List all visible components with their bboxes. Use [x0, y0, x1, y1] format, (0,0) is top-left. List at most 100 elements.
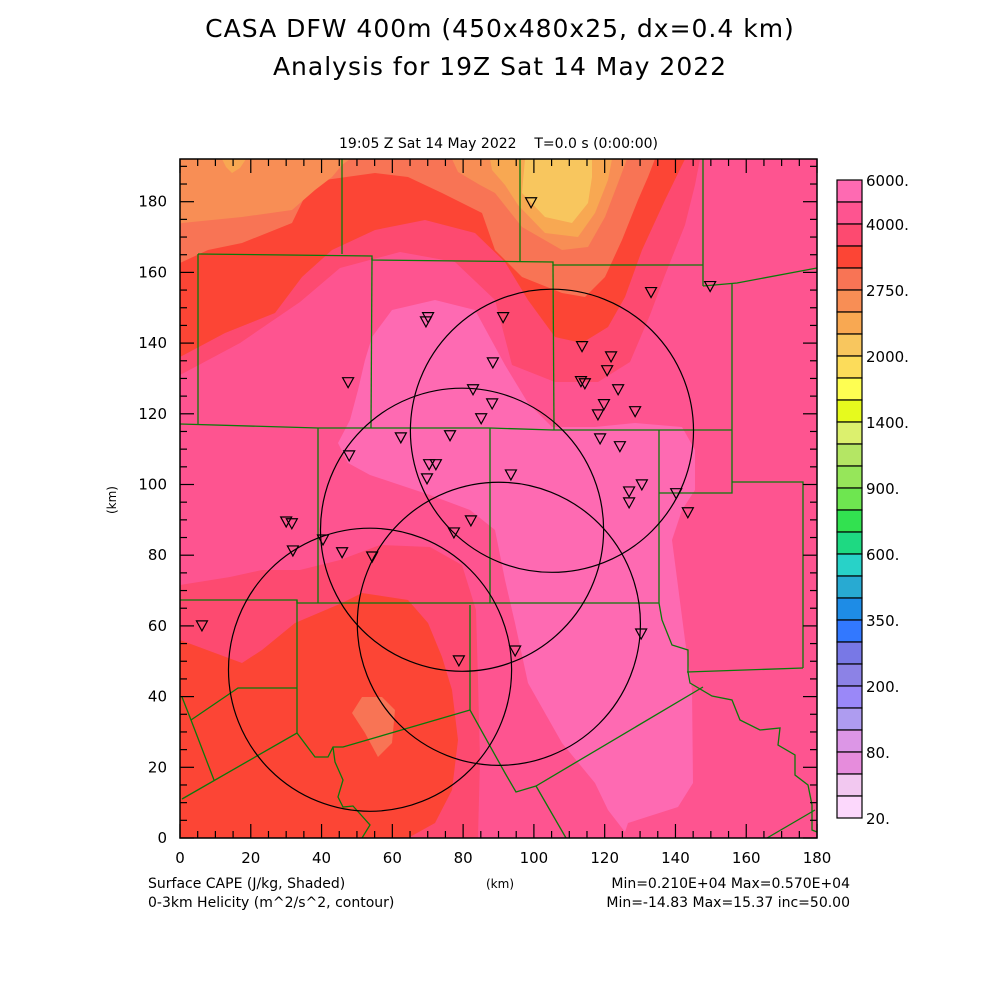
- colorbar-label: 6000.: [866, 172, 909, 190]
- y-tick-label: 120: [138, 405, 167, 423]
- colorbar-swatch: [836, 179, 863, 203]
- county-boundaries: [180, 159, 817, 838]
- county-line: [332, 746, 371, 838]
- colorbar-swatch: [836, 311, 863, 335]
- colorbar-swatch: [836, 619, 863, 643]
- contour-field-label: 0-3km Helicity (m^2/s^2, contour): [148, 895, 395, 911]
- station-marker-icon: [597, 399, 611, 411]
- x-axis-label: (km): [486, 877, 515, 891]
- colorbar-swatch: [836, 289, 863, 313]
- station-marker-icon: [195, 620, 209, 633]
- colorbar-label: 1400.: [866, 414, 909, 432]
- cape-region-light-pink-central: [338, 300, 695, 832]
- station-marker-icon: [622, 497, 636, 510]
- station-marker-icon: [574, 376, 588, 388]
- chart-title-line2: Analysis for 19Z Sat 14 May 2022: [272, 52, 728, 81]
- colorbar-label: 20.: [866, 810, 890, 828]
- station-marker-icon: [342, 450, 356, 463]
- station-marker-icon: [429, 459, 443, 471]
- contour-field-stats: Min=-14.83 Max=15.37 inc=50.00: [606, 895, 850, 911]
- cape-region-orange-northwest: [180, 159, 350, 224]
- colorbar-swatch: [836, 399, 863, 423]
- helicity-contour-ring: [319, 387, 605, 672]
- station-marker-icon: [335, 547, 349, 559]
- station-marker-icon: [394, 432, 408, 445]
- colorbar-label: 600.: [866, 546, 899, 564]
- station-marker-icon: [634, 628, 648, 641]
- colorbar-label: 4000.: [866, 216, 909, 234]
- x-tick-label: 0: [175, 849, 185, 867]
- station-marker-icon: [591, 409, 605, 422]
- colorbar-swatch: [836, 443, 863, 467]
- y-tick-label: 20: [148, 758, 167, 776]
- axis-ticks: 0 20 40 60 80 100 120 140 160 180 0 20 40 60 80 100 120 1…: [138, 159, 831, 867]
- cape-region-red-southwest: [180, 593, 458, 838]
- cape-shaded-field: [180, 159, 817, 838]
- y-tick-label: 140: [138, 334, 167, 352]
- station-marker-icon: [628, 406, 642, 418]
- station-marker-icon: [496, 312, 510, 324]
- colorbar-label: 80.: [866, 744, 890, 762]
- station-marker-icon: [611, 384, 625, 397]
- station-marker-icon: [504, 469, 518, 482]
- colorbar-swatch: [836, 663, 863, 687]
- colorbar-label: 2000.: [866, 348, 909, 366]
- station-marker-icon: [341, 377, 355, 389]
- station-marker-icon: [578, 378, 592, 390]
- x-tick-label: 120: [590, 849, 619, 867]
- county-line: [552, 264, 555, 431]
- y-tick-label: 180: [138, 193, 167, 211]
- station-marker-icon: [464, 515, 478, 528]
- x-tick-label: 40: [312, 849, 331, 867]
- station-marker-icon: [443, 430, 457, 442]
- station-marker-icon: [508, 645, 522, 658]
- station-marker-icon: [420, 473, 434, 486]
- colorbar-swatch: [836, 597, 863, 621]
- county-line: [197, 253, 703, 266]
- x-tick-label: 20: [241, 849, 260, 867]
- station-marker-icon: [669, 488, 683, 500]
- colorbar-swatch: [836, 707, 863, 731]
- county-line: [732, 481, 804, 668]
- colorbar-swatch: [836, 267, 863, 291]
- colorbar-swatch: [836, 377, 863, 401]
- colorbar-swatch: [836, 795, 863, 819]
- colorbar-label: 350.: [866, 612, 899, 630]
- colorbar-label: 200.: [866, 678, 899, 696]
- county-line: [370, 257, 373, 429]
- y-tick-label: 80: [148, 546, 167, 564]
- colorbar-label: 2750.: [866, 282, 909, 300]
- station-marker-icon: [279, 516, 293, 529]
- valid-time-subtitle: 19:05 Z Sat 14 May 2022 T=0.0 s (0:00:00…: [339, 136, 658, 152]
- colorbar-swatch: [836, 531, 863, 555]
- colorbar-swatch: [836, 575, 863, 599]
- county-line: [535, 785, 567, 838]
- colorbar-label: 900.: [866, 480, 899, 498]
- county-line: [766, 809, 816, 838]
- colorbar-swatch: [836, 223, 863, 247]
- station-marker-icon: [575, 341, 589, 353]
- station-markers: [195, 197, 717, 668]
- cape-region-orange-red-patch: [352, 697, 395, 757]
- y-tick-label: 100: [138, 476, 167, 494]
- x-tick-label: 160: [732, 849, 761, 867]
- colorbar-swatch: [836, 685, 863, 709]
- x-tick-label: 80: [454, 849, 473, 867]
- county-line: [190, 687, 297, 721]
- x-tick-label: 60: [383, 849, 402, 867]
- county-line: [658, 602, 817, 833]
- x-tick-label: 100: [520, 849, 549, 867]
- colorbar-swatch: [836, 333, 863, 357]
- colorbar: 6000. 4000. 2750. 2000. 1400. 900. 600. 350. 200…: [836, 172, 909, 828]
- station-marker-icon: [286, 545, 300, 558]
- y-tick-label: 160: [138, 263, 167, 281]
- station-marker-icon: [316, 534, 330, 547]
- colorbar-swatch: [836, 729, 863, 753]
- station-marker-icon: [474, 413, 488, 425]
- x-tick-label: 180: [803, 849, 832, 867]
- station-marker-icon: [419, 316, 433, 329]
- cape-region-yellow-orange-north: [522, 159, 592, 223]
- station-marker-icon: [604, 351, 618, 364]
- helicity-contour-ring: [227, 527, 513, 812]
- station-marker-icon: [365, 551, 379, 564]
